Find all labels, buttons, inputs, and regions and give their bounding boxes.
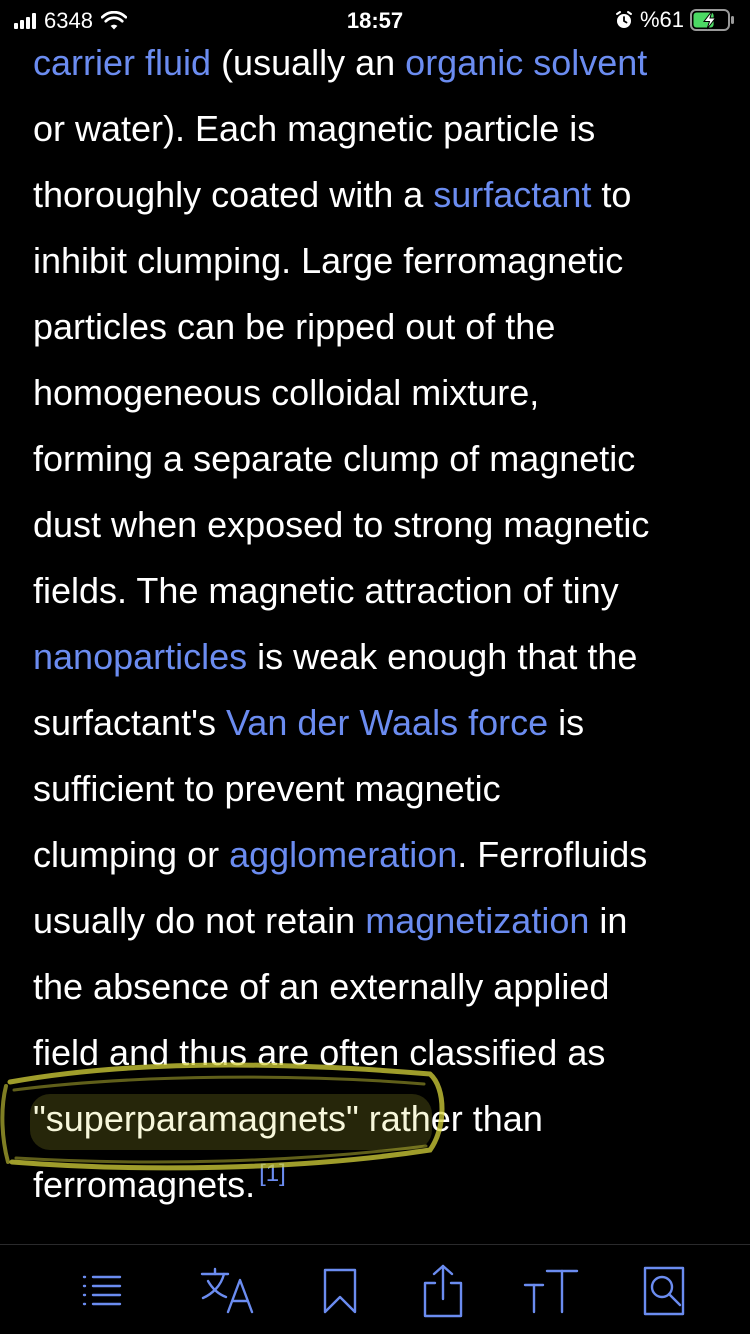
text-line: sufficient to prevent magnetic bbox=[33, 756, 733, 822]
status-bar: 6348 18:57 %61 bbox=[0, 0, 750, 40]
article-text: thoroughly coated with a bbox=[33, 174, 434, 215]
battery-charging-icon bbox=[690, 9, 734, 31]
article-link[interactable]: agglomeration bbox=[229, 834, 458, 875]
text-line: particles can be ripped out of the bbox=[33, 294, 733, 360]
text-line: surfactant's Van der Waals force is bbox=[33, 690, 733, 756]
save-button[interactable] bbox=[310, 1263, 370, 1319]
article-text: is bbox=[548, 702, 585, 743]
text-size-icon bbox=[523, 1269, 579, 1314]
text-line: or water). Each magnetic particle is bbox=[33, 96, 733, 162]
text-line: usually do not retain magnetization in bbox=[33, 888, 733, 954]
article-text: in bbox=[589, 900, 628, 941]
article-text: sufficient to prevent magnetic bbox=[33, 768, 501, 809]
text-line: "superparamagnets" rather than bbox=[33, 1086, 733, 1152]
share-icon bbox=[423, 1264, 463, 1318]
article-text: forming a separate clump of magnetic bbox=[33, 438, 636, 479]
bookmark-icon bbox=[323, 1268, 357, 1314]
text-line: carrier fluid (usually an organic solven… bbox=[33, 30, 733, 96]
clock: 18:57 bbox=[346, 8, 404, 33]
contents-button[interactable] bbox=[72, 1263, 132, 1319]
text-size-button[interactable] bbox=[521, 1263, 581, 1319]
text-line: dust when exposed to strong magnetic bbox=[33, 492, 733, 558]
article-text: is weak enough that the bbox=[247, 636, 638, 677]
article-text: (usually an bbox=[211, 42, 406, 83]
article-link[interactable]: carrier fluid bbox=[33, 42, 212, 83]
text-line: nanoparticles is weak enough that the bbox=[33, 624, 733, 690]
toolbar-divider bbox=[0, 1244, 750, 1245]
article-text: homogeneous colloidal mixture, bbox=[33, 372, 540, 413]
text-line: the absence of an externally applied bbox=[33, 954, 733, 1020]
text-line: inhibit clumping. Large ferromagnetic bbox=[33, 228, 733, 294]
share-button[interactable] bbox=[413, 1263, 473, 1319]
article-link[interactable]: organic solvent bbox=[405, 42, 648, 83]
translate-icon bbox=[200, 1267, 254, 1314]
article-link[interactable]: magnetization bbox=[365, 900, 590, 941]
text-line: thoroughly coated with a surfactant to bbox=[33, 162, 733, 228]
article-link[interactable]: surfactant bbox=[433, 174, 592, 215]
article-text: dust when exposed to strong magnetic bbox=[33, 504, 650, 545]
article-text: the absence of an externally applied bbox=[33, 966, 610, 1007]
bottom-toolbar bbox=[0, 1245, 750, 1334]
text-line: clumping or agglomeration. Ferrofluids bbox=[33, 822, 733, 888]
article-text: fields. The magnetic attraction of tiny bbox=[33, 570, 619, 611]
article-text: particles can be ripped out of the bbox=[33, 306, 556, 347]
article-link[interactable]: nanoparticles bbox=[33, 636, 248, 677]
text-line: ferromagnets. [1] bbox=[33, 1152, 733, 1218]
find-in-page-icon bbox=[643, 1266, 685, 1316]
article-text: to bbox=[591, 174, 632, 215]
find-in-page-button[interactable] bbox=[634, 1263, 694, 1319]
text-line: homogeneous colloidal mixture, bbox=[33, 360, 733, 426]
carrier-name: 6348 bbox=[44, 8, 93, 33]
article-text: surfactant's bbox=[33, 702, 226, 743]
text-line: field and thus are often classified as bbox=[33, 1020, 733, 1086]
cellular-signal-icon bbox=[14, 13, 36, 29]
article-text: ferromagnets. bbox=[33, 1164, 256, 1205]
article-text: usually do not retain bbox=[33, 900, 366, 941]
article-text: inhibit clumping. Large ferromagnetic bbox=[33, 240, 624, 281]
alarm-icon bbox=[615, 11, 632, 28]
article-text: "superparamagnets" rather than bbox=[33, 1098, 543, 1139]
language-button[interactable] bbox=[198, 1263, 258, 1319]
list-icon bbox=[82, 1275, 122, 1306]
text-line: fields. The magnetic attraction of tiny bbox=[33, 558, 733, 624]
article-body: carrier fluid (usually an organic solven… bbox=[33, 30, 733, 1218]
status-right: %61 bbox=[614, 7, 736, 33]
battery-percent: %61 bbox=[639, 7, 684, 32]
status-left: 6348 bbox=[14, 8, 127, 34]
article-text: . Ferrofluids bbox=[457, 834, 648, 875]
text-line: forming a separate clump of magnetic bbox=[33, 426, 733, 492]
article-text: or water). Each magnetic particle is bbox=[33, 108, 596, 149]
reference-link[interactable]: [1] bbox=[259, 1160, 286, 1187]
article-link[interactable]: Van der Waals force bbox=[225, 702, 549, 743]
wifi-icon bbox=[100, 11, 127, 30]
article-text: clumping or bbox=[33, 834, 230, 875]
article-text: field and thus are often classified as bbox=[33, 1032, 606, 1073]
